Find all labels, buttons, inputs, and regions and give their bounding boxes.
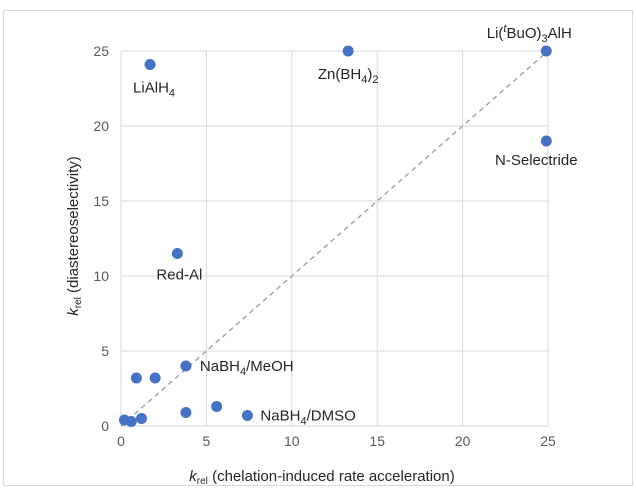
chart-frame xyxy=(3,10,633,486)
point-label: Red-Al xyxy=(156,267,202,284)
data-point xyxy=(135,413,147,424)
data-point xyxy=(125,416,137,427)
data-point xyxy=(171,248,183,259)
y-tick-label: 15 xyxy=(93,193,109,209)
y-axis-ticks: 0 5 10 15 20 25 xyxy=(93,43,109,434)
data-point xyxy=(180,360,192,372)
y-tick-label: 25 xyxy=(93,43,109,59)
data-points xyxy=(118,45,552,427)
x-tick-label: 20 xyxy=(455,433,471,449)
data-point xyxy=(342,45,354,57)
diagonal-reference-line xyxy=(120,50,549,427)
point-label: NaBH4/MeOH xyxy=(200,358,294,378)
point-label: Zn(BH4)2 xyxy=(318,66,379,86)
y-tick-label: 10 xyxy=(93,268,109,284)
point-labels: LiAlH4 Zn(BH4)2 Li(tBuO)3AlH N-Selectride Re… xyxy=(133,23,578,428)
data-point xyxy=(149,372,161,384)
point-label: N-Selectride xyxy=(495,152,578,169)
x-tick-label: 5 xyxy=(203,433,211,449)
x-tick-label: 15 xyxy=(369,433,385,449)
y-tick-label: 5 xyxy=(101,343,109,359)
data-point xyxy=(540,135,552,147)
gridlines xyxy=(120,50,549,427)
x-axis-title: krel (chelation-induced rate acceleratio… xyxy=(189,468,454,487)
data-point xyxy=(144,59,156,70)
data-point xyxy=(540,45,552,57)
data-point xyxy=(211,401,223,412)
data-point xyxy=(180,407,192,418)
y-tick-label: 0 xyxy=(101,418,109,434)
data-point xyxy=(241,410,253,421)
y-axis-title: krel (diastereoselectivity) xyxy=(65,156,84,316)
x-tick-label: 10 xyxy=(284,433,300,449)
y-tick-label: 20 xyxy=(93,118,109,134)
point-label: NaBH4/DMSO xyxy=(260,408,355,428)
point-label: Li(tBuO)3AlH xyxy=(487,23,572,45)
x-tick-label: 25 xyxy=(540,433,556,449)
x-axis-ticks: 0 5 10 15 20 25 xyxy=(117,433,556,449)
point-label: LiAlH4 xyxy=(133,80,175,100)
x-tick-label: 0 xyxy=(117,433,125,449)
data-point xyxy=(130,372,142,384)
